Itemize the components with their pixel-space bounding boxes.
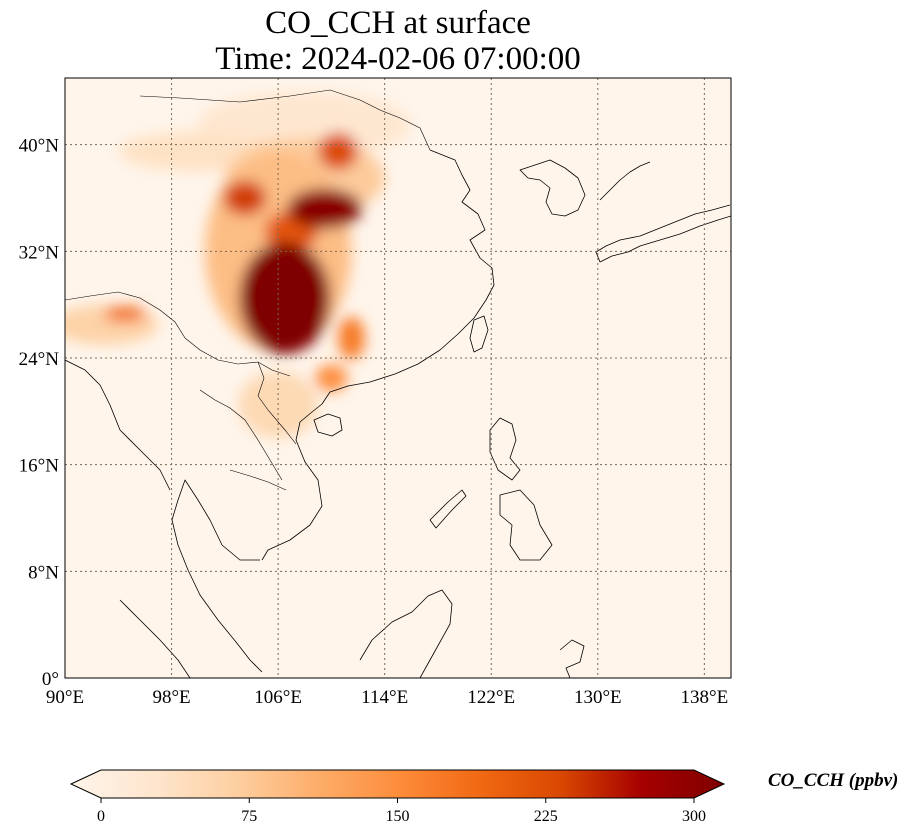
coastline-hainan <box>313 413 343 437</box>
co-plume <box>338 316 365 360</box>
map-time-subtitle: Time: 2024-02-06 07:00:00 <box>215 41 581 77</box>
map-area[interactable] <box>52 78 731 678</box>
lon-tick-label: 106°E <box>254 687 302 708</box>
lon-tick-label: 90°E <box>46 687 84 708</box>
lat-tick-label: 16°N <box>19 456 60 477</box>
lat-tick-label: 8°N <box>28 562 59 583</box>
lon-tick-label: 130°E <box>574 687 622 708</box>
colorbar-tick-label: 0 <box>97 808 105 825</box>
co-plume <box>239 242 331 354</box>
lon-tick-label: 98°E <box>152 687 190 708</box>
colorbar-label: CO_CCH (ppbv) <box>768 770 899 791</box>
longitude-labels: 90°E 98°E 106°E 114°E 122°E 130°E 138°E <box>46 687 728 708</box>
colorbar-tick-label: 75 <box>241 808 257 825</box>
lat-tick-label: 40°N <box>19 136 60 157</box>
map-title: CO_CCH at surface <box>265 5 531 41</box>
coastline-japan <box>595 204 731 263</box>
coastlines <box>65 149 731 678</box>
lon-tick-label: 138°E <box>681 687 729 708</box>
coastline-sumatra <box>119 599 191 678</box>
coastline-visayas-mindanao <box>499 489 553 561</box>
co-plume <box>223 180 267 216</box>
lon-tick-label: 122°E <box>467 687 515 708</box>
map-frame <box>64 77 732 679</box>
colorbar: 0 75 150 225 300 <box>69 769 726 825</box>
border-himalaya <box>65 291 186 339</box>
co-plume <box>103 306 147 322</box>
coastline-korea <box>519 159 586 217</box>
border-cambodia <box>229 469 287 491</box>
co-plume <box>318 132 359 170</box>
graticule <box>65 78 731 678</box>
coastline-bay-of-bengal <box>65 359 171 491</box>
country-borders <box>65 89 431 491</box>
colorbar-tick-label: 225 <box>534 808 558 825</box>
coastline-luzon <box>489 417 521 481</box>
colorbar-tick-label: 300 <box>682 808 706 825</box>
latitude-labels: 0° 8°N 16°N 24°N 32°N 40°N <box>19 136 60 690</box>
coastline-japan-north <box>599 161 651 201</box>
colorbar-body <box>69 769 726 799</box>
border-thailand <box>199 389 283 481</box>
coastline-borneo <box>359 589 453 678</box>
co-plume <box>287 188 363 229</box>
lat-tick-label: 0° <box>42 669 59 690</box>
lat-tick-label: 24°N <box>19 349 60 370</box>
border-china-mongolia <box>139 89 431 151</box>
colorbar-tick-label: 150 <box>386 808 410 825</box>
map-background <box>65 78 731 678</box>
border-myanmar <box>184 337 291 377</box>
border-laos-vietnam <box>257 361 297 445</box>
co-plume <box>315 364 348 392</box>
lon-tick-label: 114°E <box>361 687 408 708</box>
coastline-palawan <box>429 489 467 529</box>
colorbar-ticks: 0 75 150 225 300 <box>97 798 706 825</box>
lat-tick-label: 32°N <box>19 242 60 263</box>
coastline-mainland-asia <box>261 149 495 561</box>
coastline-taiwan <box>469 315 489 353</box>
coastline-sulawesi <box>559 639 585 678</box>
